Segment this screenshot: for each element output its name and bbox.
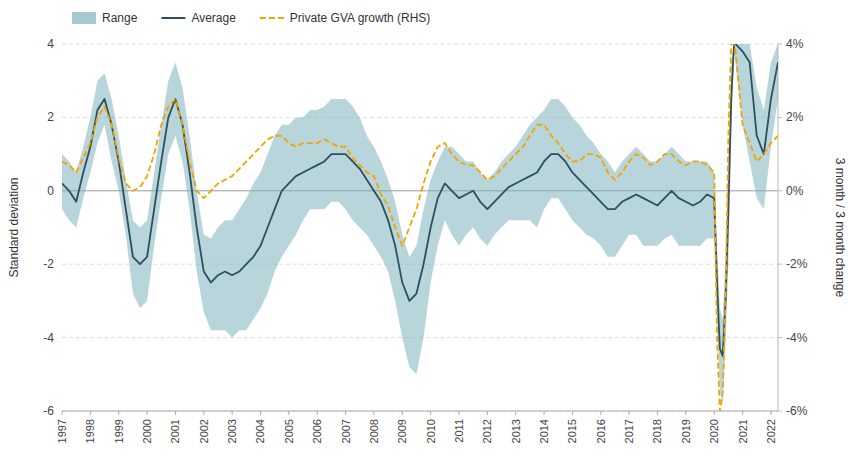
x-tick: [118, 411, 119, 415]
x-tick-label: 1999: [113, 419, 125, 443]
x-tick: [90, 411, 91, 415]
y2-axis-label: 3 month / 3 month change: [833, 158, 847, 298]
line-series: [62, 44, 778, 356]
y-tick-label: 4: [47, 37, 54, 51]
grid-line: [62, 44, 778, 45]
x-tick: [742, 411, 743, 415]
y2-tick: [778, 44, 782, 45]
x-tick: [770, 411, 771, 415]
x-tick: [203, 411, 204, 415]
y2-tick: [778, 264, 782, 265]
x-tick: [685, 411, 686, 415]
x-tick-label: 2019: [680, 419, 692, 443]
x-tick-label: 2000: [141, 419, 153, 443]
y2-tick-label: 4%: [786, 37, 804, 51]
x-tick: [515, 411, 516, 415]
x-tick-label: 2006: [311, 419, 323, 443]
x-tick-label: 2001: [169, 419, 181, 443]
y2-tick: [778, 337, 782, 338]
x-tick: [629, 411, 630, 415]
y2-tick-label: -4%: [786, 331, 808, 345]
x-tick: [232, 411, 233, 415]
x-tick-label: 2007: [340, 419, 352, 443]
y-axis-label: Standard deviation: [7, 177, 21, 277]
x-axis-line: [62, 411, 778, 412]
x-tick-label: 2020: [708, 419, 720, 443]
x-tick: [147, 411, 148, 415]
legend: Range Average Private GVA growth (RHS): [72, 11, 430, 25]
x-tick: [600, 411, 601, 415]
x-tick: [62, 411, 63, 415]
x-tick: [458, 411, 459, 415]
x-tick: [572, 411, 573, 415]
x-tick-label: 2003: [226, 419, 238, 443]
x-tick: [544, 411, 545, 415]
line-series: [62, 44, 778, 411]
legend-label: Private GVA growth (RHS): [290, 11, 430, 25]
x-tick-label: 2008: [368, 419, 380, 443]
x-tick-label: 1998: [84, 419, 96, 443]
x-tick: [260, 411, 261, 415]
x-tick: [657, 411, 658, 415]
x-tick-label: 2005: [283, 419, 295, 443]
x-tick: [345, 411, 346, 415]
legend-swatch: [161, 17, 185, 19]
legend-swatch: [72, 12, 96, 24]
range-band: [62, 44, 778, 404]
x-tick: [402, 411, 403, 415]
y2-tick-label: 0%: [786, 184, 804, 198]
y2-tick: [778, 190, 782, 191]
y2-tick-label: -2%: [786, 257, 808, 271]
x-tick: [175, 411, 176, 415]
x-tick-label: 2017: [623, 419, 635, 443]
x-tick-label: 1997: [56, 419, 68, 443]
y-tick-label: -2: [43, 257, 54, 271]
x-tick: [430, 411, 431, 415]
x-tick-label: 2012: [481, 419, 493, 443]
x-tick-label: 2018: [651, 419, 663, 443]
x-tick: [714, 411, 715, 415]
x-tick: [373, 411, 374, 415]
x-tick-label: 2010: [425, 419, 437, 443]
x-tick: [487, 411, 488, 415]
y-tick-label: -4: [43, 331, 54, 345]
x-tick-label: 2022: [765, 419, 777, 443]
x-tick-label: 2014: [538, 419, 550, 443]
y-tick-label: -6: [43, 404, 54, 418]
x-tick-label: 2013: [510, 419, 522, 443]
chart: -6 -4 -2 0 2 4 -6% -4% -2% 0% 2% 4% Standard deviati…: [0, 0, 848, 463]
plot-area: [62, 44, 778, 411]
x-tick-label: 2009: [396, 419, 408, 443]
x-tick: [288, 411, 289, 415]
x-tick: [317, 411, 318, 415]
legend-swatch: [260, 17, 284, 19]
y2-tick-label: -6%: [786, 404, 808, 418]
x-tick-label: 2011: [453, 419, 465, 443]
grid-line: [62, 411, 778, 412]
y2-tick: [778, 411, 782, 412]
x-tick-label: 2015: [566, 419, 578, 443]
y-tick-label: 2: [47, 110, 54, 124]
legend-label: Average: [191, 11, 236, 25]
x-tick-label: 2004: [254, 419, 266, 443]
x-tick-label: 2016: [595, 419, 607, 443]
x-tick-label: 2021: [737, 419, 749, 443]
legend-label: Range: [102, 11, 138, 25]
y2-tick-label: 2%: [786, 110, 804, 124]
x-tick-label: 2002: [198, 419, 210, 443]
y-tick-label: 0: [47, 184, 54, 198]
y2-tick: [778, 117, 782, 118]
